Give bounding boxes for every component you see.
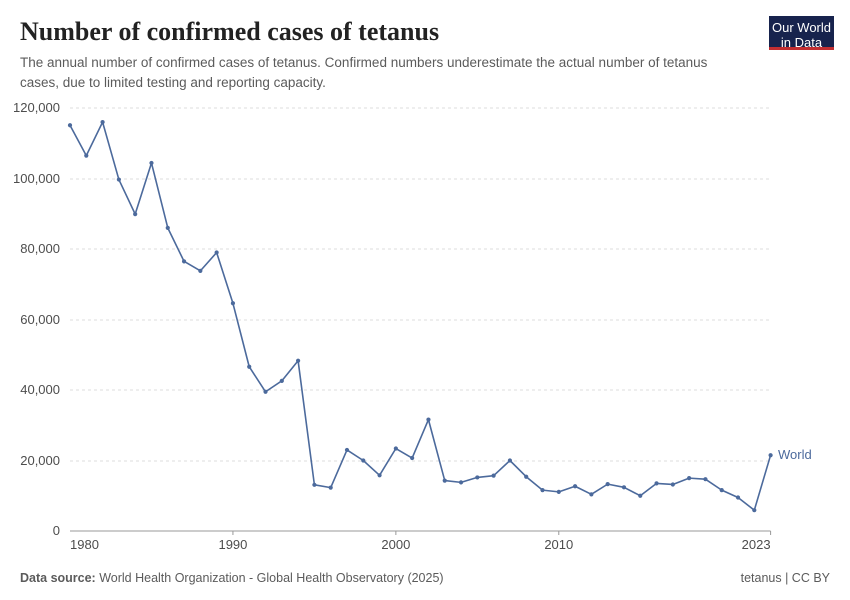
svg-text:100,000: 100,000	[13, 171, 60, 186]
svg-text:2000: 2000	[381, 537, 410, 552]
svg-text:World: World	[778, 447, 812, 462]
svg-text:120,000: 120,000	[13, 100, 60, 115]
svg-text:0: 0	[53, 523, 60, 538]
svg-text:1990: 1990	[218, 537, 247, 552]
svg-text:60,000: 60,000	[20, 312, 60, 327]
svg-text:2023: 2023	[742, 537, 771, 552]
svg-text:20,000: 20,000	[20, 453, 60, 468]
svg-text:40,000: 40,000	[20, 382, 60, 397]
svg-text:80,000: 80,000	[20, 241, 60, 256]
svg-text:2010: 2010	[544, 537, 573, 552]
svg-text:1980: 1980	[70, 537, 99, 552]
